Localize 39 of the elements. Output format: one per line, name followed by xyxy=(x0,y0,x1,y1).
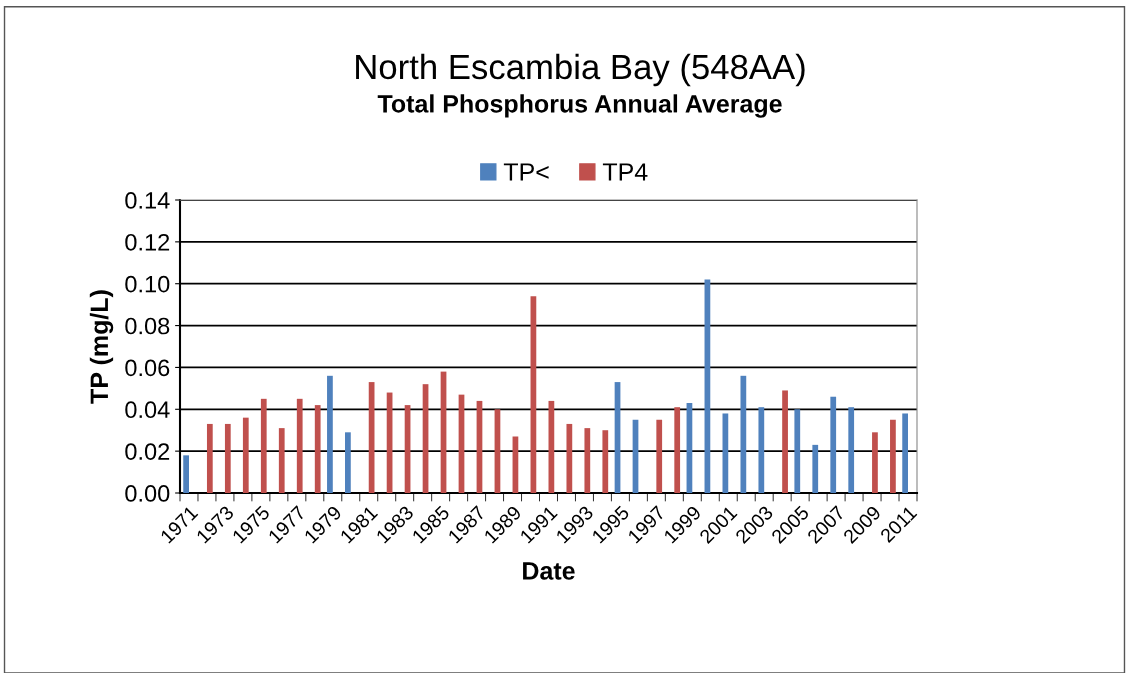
bar xyxy=(183,455,189,493)
bar xyxy=(812,444,819,493)
bar xyxy=(224,423,231,493)
bar xyxy=(345,432,351,493)
y-tick-label: 0.08 xyxy=(125,317,170,335)
bar xyxy=(890,419,896,493)
y-tick-label: 0.00 xyxy=(125,485,170,502)
x-axis-title: Date xyxy=(523,562,575,580)
bar xyxy=(830,396,837,493)
legend-label: TP< xyxy=(503,163,549,181)
bar xyxy=(872,432,878,493)
bar xyxy=(656,419,663,493)
y-tick-label: 0.02 xyxy=(125,443,170,460)
bar xyxy=(566,423,573,493)
bar xyxy=(278,428,285,493)
bar xyxy=(327,375,333,493)
y-tick-label: 0.04 xyxy=(125,401,170,419)
y-tick-label: 0.06 xyxy=(125,359,170,377)
bar xyxy=(242,417,249,493)
y-axis-title: TP (mg/L) xyxy=(89,290,114,404)
bar xyxy=(902,413,909,493)
bar xyxy=(848,407,855,493)
bar xyxy=(314,405,321,493)
bar xyxy=(296,398,303,493)
bar xyxy=(206,423,213,493)
y-tick-label: 0.12 xyxy=(125,233,170,251)
bar xyxy=(794,409,801,493)
bar xyxy=(674,407,681,493)
chart-title: North Escambia Bay (548AA) xyxy=(356,53,805,87)
legend-label: TP4 xyxy=(602,163,648,181)
bar xyxy=(758,407,765,493)
bar xyxy=(584,428,591,493)
bar xyxy=(740,375,747,493)
y-tick-label: 0.10 xyxy=(125,275,170,293)
chart-subtitle: Total Phosphorus Annual Average xyxy=(377,94,782,118)
bar xyxy=(782,390,788,493)
bar xyxy=(602,430,609,493)
bar xyxy=(260,398,267,493)
y-tick-label: 0.14 xyxy=(125,192,170,209)
